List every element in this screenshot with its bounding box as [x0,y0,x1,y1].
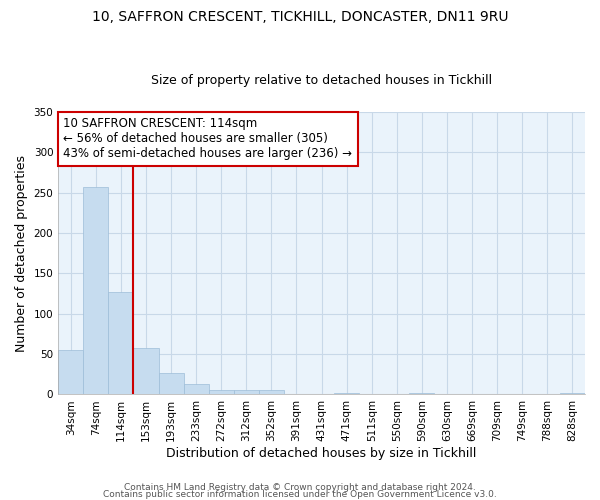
Bar [158,372,184,394]
Text: 10 SAFFRON CRESCENT: 114sqm
← 56% of detached houses are smaller (305)
43% of se: 10 SAFFRON CRESCENT: 114sqm ← 56% of det… [64,118,352,160]
Bar [259,390,284,394]
Bar [409,393,434,394]
Bar [109,292,133,394]
Bar [209,390,234,394]
Bar [184,384,209,394]
Y-axis label: Number of detached properties: Number of detached properties [15,154,28,352]
Bar [133,348,158,395]
Text: 10, SAFFRON CRESCENT, TICKHILL, DONCASTER, DN11 9RU: 10, SAFFRON CRESCENT, TICKHILL, DONCASTE… [92,10,508,24]
Text: Contains public sector information licensed under the Open Government Licence v3: Contains public sector information licen… [103,490,497,499]
Bar [83,187,109,394]
Title: Size of property relative to detached houses in Tickhill: Size of property relative to detached ho… [151,74,492,87]
Text: Contains HM Land Registry data © Crown copyright and database right 2024.: Contains HM Land Registry data © Crown c… [124,484,476,492]
X-axis label: Distribution of detached houses by size in Tickhill: Distribution of detached houses by size … [166,447,477,460]
Bar [234,390,259,394]
Bar [560,393,585,394]
Bar [334,393,359,394]
Bar [58,350,83,395]
